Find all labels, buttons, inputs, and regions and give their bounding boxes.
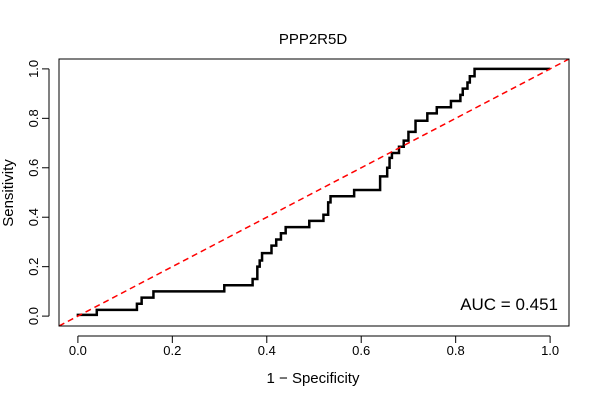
y-tick-label: 0.6: [26, 159, 41, 177]
plot-frame: [58, 58, 570, 327]
y-axis-label: Sensitivity: [0, 159, 17, 227]
y-tick-label: 1.0: [26, 60, 41, 78]
reference-diagonal-line: [58, 58, 570, 327]
y-tick-label: 0.0: [26, 307, 41, 325]
chart-title: PPP2R5D: [279, 31, 348, 48]
roc-curve-line: [76, 67, 551, 317]
x-tick-label: 0.0: [69, 343, 87, 358]
y-tick-label: 0.2: [26, 258, 41, 276]
x-tick-label: 0.8: [447, 343, 465, 358]
plot-data-layer: [58, 58, 570, 327]
y-axis: 0.0 0.2 0.4 0.6 0.8 1.0: [26, 60, 50, 325]
y-tick-label: 0.8: [26, 109, 41, 127]
x-tick-label: 0.4: [258, 343, 276, 358]
y-tick-label: 0.4: [26, 208, 41, 226]
auc-annotation: AUC = 0.451: [460, 295, 558, 314]
x-tick-label: 1.0: [541, 343, 559, 358]
x-axis-label: 1 − Specificity: [267, 370, 360, 387]
x-axis: 0.0 0.2 0.4 0.6 0.8 1.0: [69, 335, 559, 358]
x-tick-label: 0.2: [163, 343, 181, 358]
x-tick-label: 0.6: [352, 343, 370, 358]
